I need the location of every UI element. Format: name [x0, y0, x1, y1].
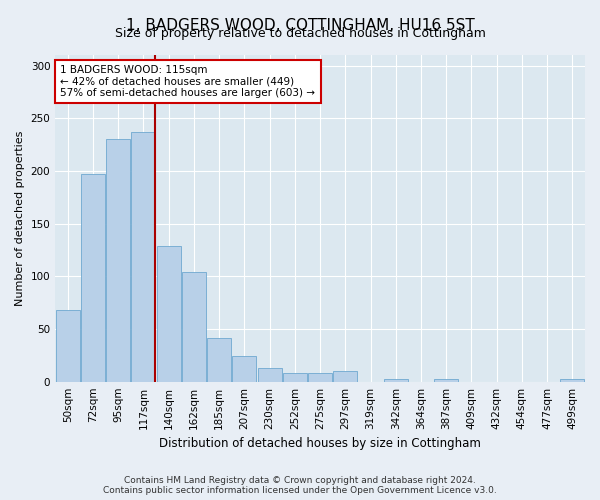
Bar	[157, 246, 181, 382]
Bar	[308, 374, 332, 382]
X-axis label: Distribution of detached houses by size in Cottingham: Distribution of detached houses by size …	[159, 437, 481, 450]
Bar	[182, 272, 206, 382]
Bar	[283, 374, 307, 382]
Bar	[207, 338, 231, 382]
Text: 1 BADGERS WOOD: 115sqm
← 42% of detached houses are smaller (449)
57% of semi-de: 1 BADGERS WOOD: 115sqm ← 42% of detached…	[61, 65, 316, 98]
Y-axis label: Number of detached properties: Number of detached properties	[15, 130, 25, 306]
Bar	[232, 356, 256, 382]
Bar	[434, 378, 458, 382]
Text: Contains HM Land Registry data © Crown copyright and database right 2024.
Contai: Contains HM Land Registry data © Crown c…	[103, 476, 497, 495]
Bar	[257, 368, 281, 382]
Bar	[56, 310, 80, 382]
Text: 1, BADGERS WOOD, COTTINGHAM, HU16 5ST: 1, BADGERS WOOD, COTTINGHAM, HU16 5ST	[125, 18, 475, 32]
Bar	[384, 378, 408, 382]
Text: Size of property relative to detached houses in Cottingham: Size of property relative to detached ho…	[115, 28, 485, 40]
Bar	[560, 378, 584, 382]
Bar	[81, 174, 105, 382]
Bar	[106, 140, 130, 382]
Bar	[334, 371, 357, 382]
Bar	[131, 132, 155, 382]
